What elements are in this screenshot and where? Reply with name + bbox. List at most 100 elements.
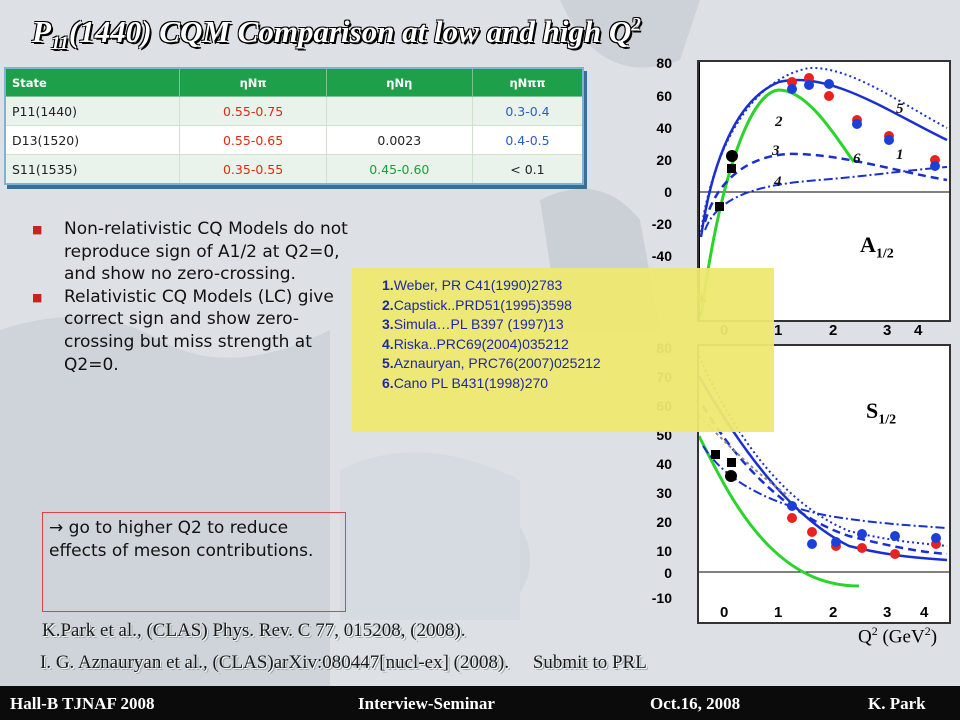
data-point (890, 549, 900, 559)
footer-author: K. Park (868, 694, 926, 713)
note-box: → go to higher Q2 to reduce effects of m… (42, 512, 346, 612)
bullet-nonrelativistic: ■ Non-relativistic CQ Models do not repr… (32, 219, 348, 285)
curve-label-5: 5 (896, 101, 904, 117)
cell-npipi: < 0.1 (471, 154, 584, 185)
data-point (787, 513, 797, 523)
cell-npipi: 0.3-0.4 (471, 96, 584, 126)
reference-item: 1.Weber, PR C41(1990)2783 (382, 277, 563, 293)
ytick-label: 40 (656, 120, 672, 136)
slide-title: P11(1440) CQM Comparison at low and high… (32, 14, 641, 55)
cell-state: D13(1520) (4, 125, 181, 155)
curve-label-1: 1 (896, 147, 904, 163)
xtick-label: 3 (883, 604, 892, 621)
ytick-label: 60 (656, 88, 672, 104)
curve-6 (699, 88, 856, 318)
bullet-list: ■ Non-relativistic CQ Models do not repr… (30, 218, 348, 376)
curve-6 (699, 435, 860, 588)
curve-label-4: 4 (774, 174, 782, 190)
footer-lab: Hall-B TJNAF 2008 (10, 694, 155, 713)
s12-plot-canvas (699, 355, 949, 588)
a12-plot-canvas (699, 62, 949, 320)
ytick-label: 20 (656, 152, 672, 168)
data-point (787, 84, 797, 94)
xtick-label: 4 (920, 604, 929, 621)
xtick-label: 1 (774, 322, 783, 339)
ytick-label: -40 (651, 248, 672, 264)
cell-state: S11(1535) (4, 154, 181, 185)
data-point (831, 537, 841, 547)
footer-event: Interview-Seminar (358, 694, 495, 713)
a12-label: A1/2 (860, 232, 894, 262)
data-point (890, 531, 900, 541)
data-point (715, 202, 724, 211)
data-point (726, 150, 738, 162)
s12-label: S1/2 (866, 398, 897, 428)
cell-npi: 0.35-0.55 (179, 154, 327, 185)
data-point (804, 80, 814, 90)
bullet-square-icon: ■ (32, 223, 43, 236)
header-npipi: ηNππ (471, 67, 584, 97)
header-state: State (4, 67, 181, 97)
curve-3 (703, 152, 948, 223)
reference-item: 2.Capstick..PRD51(1995)3598 (382, 296, 572, 313)
reference-item: 3.Simula…PL B397 (1997)13 (382, 316, 564, 333)
ytick-label: 0 (664, 565, 672, 581)
cell-npipi: 0.4-0.5 (471, 125, 584, 155)
data-point (787, 77, 797, 87)
data-point (824, 91, 834, 101)
data-point (852, 119, 862, 129)
ytick-label: 0 (664, 184, 672, 200)
reference-item: 4.Riska..PRC69(2004)035212 (382, 335, 569, 352)
data-point (725, 470, 737, 482)
data-point (711, 450, 720, 459)
curve-3 (701, 405, 948, 556)
references-box: 1.Weber, PR C41(1990)2783 2.Capstick..PR… (352, 268, 774, 432)
citation-park: K.Park et al., (CLAS) Phys. Rev. C 77, 0… (42, 620, 466, 641)
data-point (727, 458, 736, 467)
cell-neta (325, 96, 473, 126)
table-header-row: State ηNπ ηNη ηNππ (4, 67, 584, 97)
curve-2 (699, 355, 948, 547)
curve-4 (704, 166, 948, 231)
header-npi: ηNπ (179, 67, 327, 97)
footer-bar: Hall-B TJNAF 2008 Interview-Seminar Oct.… (0, 686, 960, 720)
cell-npi: 0.55-0.65 (179, 125, 327, 155)
xtick-label: 0 (720, 604, 729, 621)
header-neta: ηNη (325, 67, 473, 97)
xtick-label: 2 (829, 604, 838, 621)
data-point (807, 527, 817, 537)
cell-neta: 0.45-0.60 (325, 154, 473, 185)
curve-2 (700, 66, 948, 233)
cell-npi: 0.55-0.75 (179, 96, 327, 126)
curve-label-6: 6 (853, 151, 861, 167)
bullet-square-icon: ■ (32, 290, 43, 304)
table-row: S11(1535) 0.35-0.55 0.45-0.60 < 0.1 (4, 154, 584, 185)
resonance-table: State ηNπ ηNη ηNππ P11(1440) 0.55-0.75 0… (4, 67, 584, 185)
data-point (857, 543, 867, 553)
bullet-relativistic: ■ Relativistic CQ Models (LC) give corre… (32, 286, 334, 375)
xtick-label: 3 (883, 322, 892, 339)
xtick-label: 4 (914, 322, 923, 339)
data-point (727, 164, 736, 173)
data-point (804, 73, 814, 83)
ytick-label: 30 (656, 485, 672, 501)
ytick-label: 40 (656, 456, 672, 472)
ytick-label: 80 (656, 55, 672, 71)
data-point (807, 539, 817, 549)
xtick-label: 1 (774, 604, 783, 621)
reference-item: 6.Cano PL B431(1998)270 (382, 374, 549, 391)
curve-5 (699, 78, 948, 238)
ytick-label: 20 (656, 514, 672, 530)
data-point (930, 161, 940, 171)
x-axis-title: Q2 (GeV2) (858, 624, 938, 648)
curve-label-3: 3 (772, 143, 780, 159)
curve-label-2: 2 (775, 114, 783, 130)
curve-4 (702, 445, 948, 529)
ytick-label: 10 (656, 543, 672, 559)
ytick-label: -10 (651, 590, 672, 606)
data-point (884, 135, 894, 145)
reference-item: 5.Aznauryan, PRC76(2007)025212 (382, 355, 601, 372)
cell-state: P11(1440) (4, 96, 181, 126)
xtick-label: 2 (829, 322, 838, 339)
table-row: D13(1520) 0.55-0.65 0.0023 0.4-0.5 (4, 125, 584, 155)
